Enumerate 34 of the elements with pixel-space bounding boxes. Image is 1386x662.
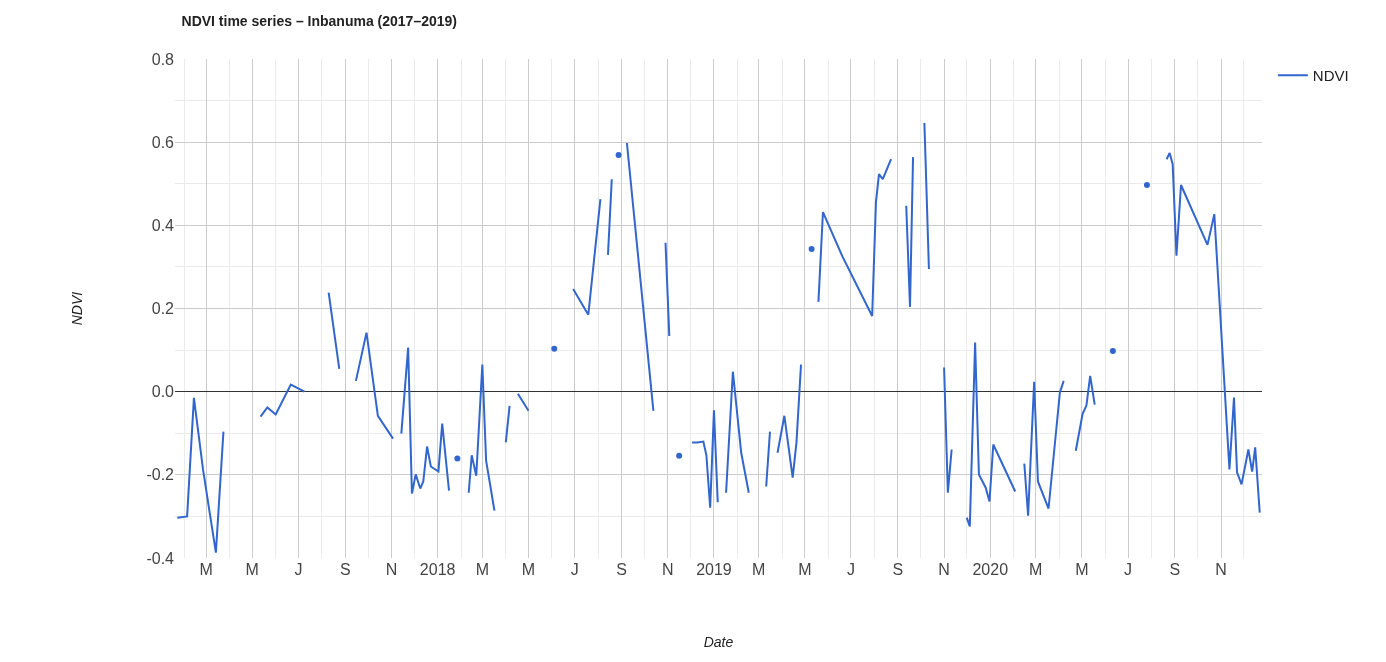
x-tick-label: 2019 xyxy=(696,561,732,578)
x-tick-label: S xyxy=(616,561,627,578)
y-tick-label: 0.2 xyxy=(151,300,175,318)
chart-title: NDVI time series – Inbanuma (2017–2019) xyxy=(181,13,457,30)
x-tick-label: M xyxy=(245,561,259,578)
x-tick-label: N xyxy=(662,561,674,578)
x-tick-label: N xyxy=(938,561,950,578)
x-tick-label: J xyxy=(294,561,303,578)
y-tick-label: 0.6 xyxy=(151,133,175,151)
x-tick-label: J xyxy=(846,561,855,578)
x-tick-label: M xyxy=(798,561,812,578)
y-tick-label: 0.0 xyxy=(151,383,175,401)
x-tick-label: J xyxy=(1124,561,1133,578)
x-tick-label: M xyxy=(475,561,489,578)
x-tick-label: N xyxy=(385,561,398,578)
y-tick-label: 0.4 xyxy=(151,216,175,234)
legend-label: NDVI xyxy=(1312,67,1349,85)
x-tick-label: 2020 xyxy=(972,561,1009,578)
y-tick-label: 0.8 xyxy=(151,50,175,68)
x-tick-label: N xyxy=(1215,561,1227,578)
x-tick-label: M xyxy=(199,561,213,578)
x-tick-label: J xyxy=(570,561,579,578)
x-axis-title: Date xyxy=(703,634,734,651)
y-tick-label: -0.4 xyxy=(146,549,175,567)
x-tick-label: M xyxy=(1029,561,1043,578)
x-tick-label: M xyxy=(751,561,766,578)
x-tick-label: S xyxy=(1169,561,1181,578)
y-axis-title: NDVI xyxy=(69,291,86,326)
y-tick-label: -0.2 xyxy=(146,466,175,484)
x-tick-label: S xyxy=(339,561,351,578)
x-tick-label: S xyxy=(892,561,904,578)
x-tick-label: M xyxy=(521,561,536,578)
x-tick-label: 2018 xyxy=(419,561,456,578)
x-tick-label: M xyxy=(1075,561,1089,578)
